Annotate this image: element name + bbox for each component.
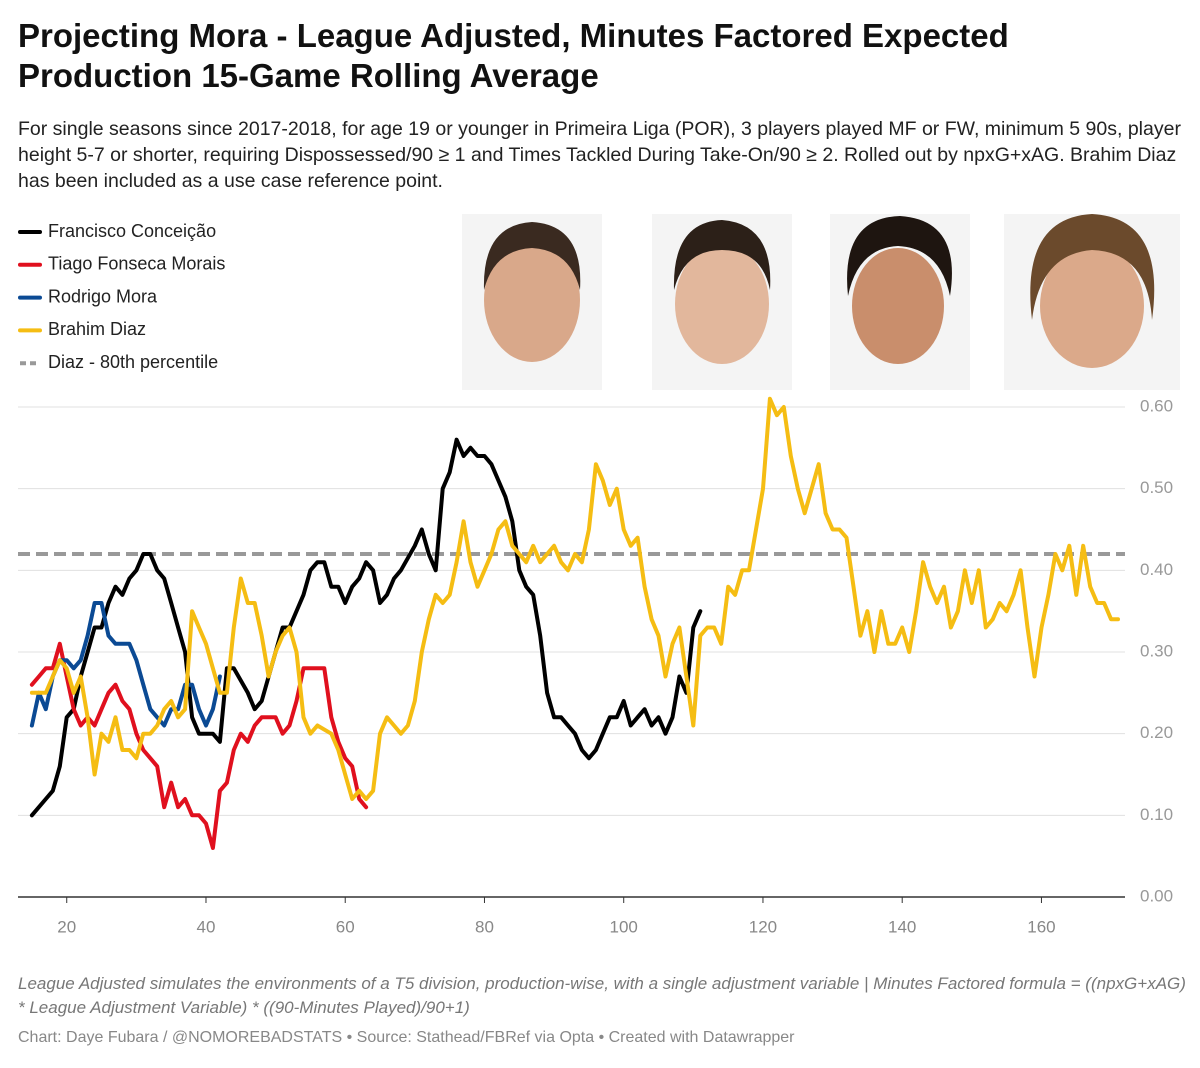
legend-label: Diaz - 80th percentile — [48, 352, 218, 372]
y-tick-label: 0.60 — [1140, 396, 1173, 415]
x-tick-label: 160 — [1027, 917, 1055, 936]
y-tick-label: 0.30 — [1140, 641, 1173, 660]
x-tick-label: 80 — [475, 917, 494, 936]
x-tick-label: 140 — [888, 917, 916, 936]
legend-label: Brahim Diaz — [48, 319, 146, 339]
y-tick-label: 0.40 — [1140, 560, 1173, 579]
x-tick-label: 100 — [610, 917, 638, 936]
series-line — [29, 396, 1120, 801]
y-tick-label: 0.50 — [1140, 478, 1173, 497]
chart-notes: League Adjusted simulates the environmen… — [18, 974, 1186, 1017]
y-tick-label: 0.20 — [1140, 723, 1173, 742]
player-photos — [462, 214, 1180, 390]
hair — [847, 216, 952, 296]
face — [852, 248, 944, 364]
y-tick-label: 0.10 — [1140, 805, 1173, 824]
x-tick-label: 20 — [57, 917, 76, 936]
y-tick-label: 0.00 — [1140, 886, 1173, 905]
hair — [673, 220, 771, 290]
chart-subtitle: For single seasons since 2017-2018, for … — [18, 118, 1181, 192]
series-line — [29, 437, 703, 818]
chart-credit: Chart: Daye Fubara / @NOMOREBADSTATS • S… — [18, 1029, 795, 1046]
x-tick-label: 120 — [749, 917, 777, 936]
chart-title: Projecting Mora - League Adjusted, Minut… — [18, 17, 1009, 94]
face — [1040, 244, 1144, 368]
hair — [483, 222, 581, 290]
legend-label: Tiago Fonseca Morais — [48, 254, 225, 274]
x-tick-label: 60 — [336, 917, 355, 936]
x-tick-label: 40 — [197, 917, 216, 936]
legend-label: Francisco Conceição — [48, 221, 216, 241]
hair — [1030, 214, 1155, 320]
face — [675, 244, 769, 364]
legend-label: Rodrigo Mora — [48, 286, 158, 306]
face — [484, 238, 580, 362]
